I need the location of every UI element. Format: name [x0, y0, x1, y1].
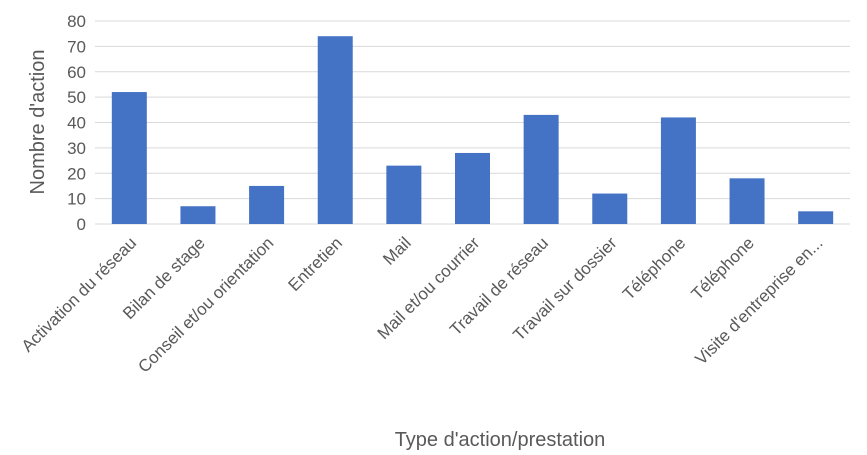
- bar: [798, 211, 834, 224]
- y-tick-label: 50: [67, 88, 86, 107]
- bar: [386, 165, 422, 224]
- x-tick-label: Conseil et/ou orientation: [134, 233, 277, 376]
- bar: [592, 193, 628, 224]
- y-tick-label: 0: [77, 215, 86, 234]
- y-axis-title: Nombre d'action: [27, 50, 49, 195]
- bar: [180, 206, 216, 224]
- bar: [111, 92, 147, 224]
- bar: [249, 185, 285, 224]
- gridlines: [95, 20, 850, 225]
- y-tick-label: 20: [67, 164, 86, 183]
- bar: [729, 178, 765, 224]
- bar: [523, 114, 559, 224]
- y-tick-label: 30: [67, 139, 86, 158]
- bar: [660, 117, 696, 224]
- bar: [455, 152, 490, 224]
- y-tick-label: 40: [67, 114, 86, 133]
- y-tick-label: 80: [67, 12, 86, 31]
- bar: [317, 36, 353, 224]
- x-tick-label: Téléphone: [688, 233, 758, 303]
- x-tick-label: Téléphone: [619, 233, 689, 303]
- y-tick-label: 10: [67, 190, 86, 209]
- y-tick-label: 70: [67, 37, 86, 56]
- x-tick-label: Activation du réseau: [18, 233, 140, 355]
- bars: [111, 36, 834, 224]
- x-axis-title: Type d'action/prestation: [395, 429, 606, 451]
- x-tick-label: Mail: [379, 233, 414, 268]
- x-tick-label: Visite d'entreprise en...: [691, 233, 826, 368]
- x-tick-label: Entretien: [285, 233, 347, 295]
- y-tick-label: 60: [67, 63, 86, 82]
- y-axis-ticks: 0 10 20 30 40 50 60 70 80: [67, 12, 86, 234]
